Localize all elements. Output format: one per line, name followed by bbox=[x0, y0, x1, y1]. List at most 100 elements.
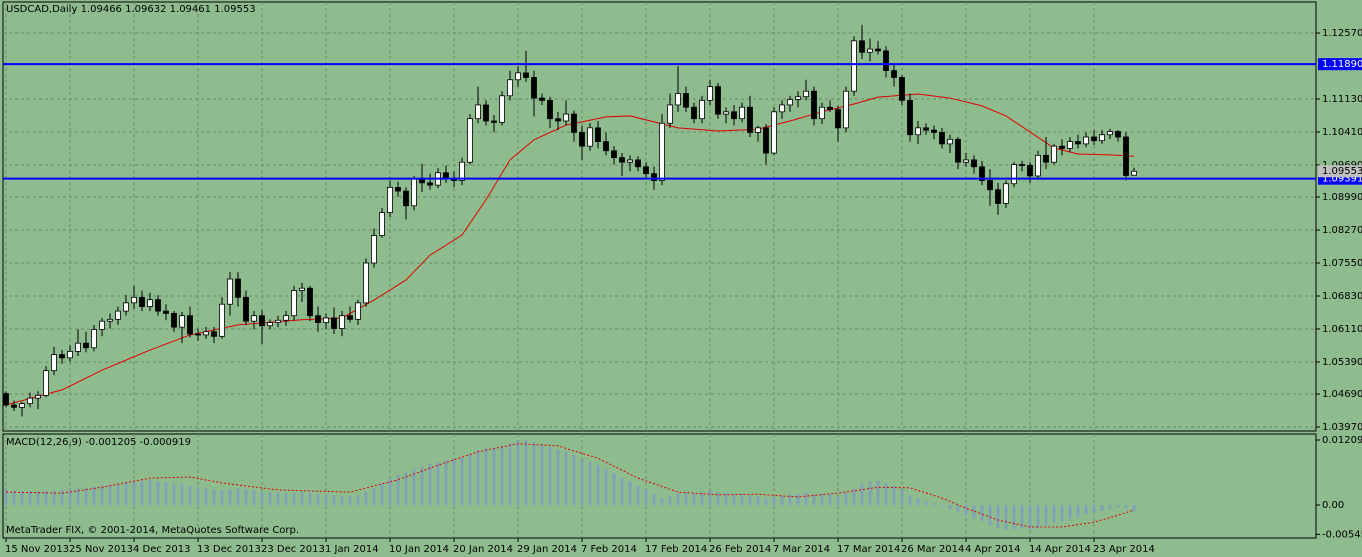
macd-bar bbox=[340, 495, 344, 505]
macd-bar bbox=[892, 485, 896, 505]
macd-bar bbox=[452, 459, 456, 505]
candle-body bbox=[299, 287, 305, 291]
macd-bar bbox=[524, 439, 528, 505]
signal-line bbox=[5, 443, 1135, 528]
candle-body bbox=[923, 127, 929, 131]
macd-bar bbox=[204, 488, 208, 505]
candle-body bbox=[539, 97, 545, 101]
macd-bar bbox=[836, 495, 840, 505]
macd-bar bbox=[1124, 504, 1128, 509]
macd-bar bbox=[1100, 504, 1104, 511]
macd-bar bbox=[388, 478, 392, 505]
macd-bar bbox=[1132, 504, 1136, 512]
candle-body bbox=[707, 86, 713, 101]
candle-body bbox=[11, 404, 17, 408]
macd-bar bbox=[428, 464, 432, 505]
macd-bar bbox=[756, 496, 760, 505]
macd-bar bbox=[44, 491, 48, 505]
macd-bar bbox=[156, 481, 160, 505]
y-tick-label: -0.005457 bbox=[1322, 529, 1362, 540]
macd-bar bbox=[980, 504, 984, 522]
macd-bar bbox=[12, 490, 16, 505]
candle-body bbox=[635, 159, 641, 168]
macd-panel bbox=[2, 433, 1317, 539]
macd-bar bbox=[308, 493, 312, 505]
candle-body bbox=[115, 310, 121, 320]
macd-bar bbox=[20, 491, 24, 505]
macd-bar bbox=[1044, 504, 1048, 526]
candle-body bbox=[403, 190, 409, 207]
macd-bar bbox=[764, 499, 768, 505]
candle-body bbox=[139, 296, 145, 307]
candle-body bbox=[819, 106, 825, 120]
macd-bar bbox=[1116, 504, 1120, 508]
candle-body bbox=[259, 315, 265, 327]
candle-body bbox=[291, 290, 297, 317]
candle-body bbox=[1027, 165, 1033, 177]
macd-bar bbox=[36, 491, 40, 505]
candle-body bbox=[491, 120, 497, 123]
candle-body bbox=[787, 99, 793, 106]
x-tick-label: 23 Apr 2014 bbox=[1093, 544, 1155, 555]
candle-body bbox=[1115, 131, 1121, 138]
candle-body bbox=[203, 331, 209, 336]
candle-body bbox=[987, 180, 993, 191]
macd-bar bbox=[1036, 504, 1040, 529]
y-tick-label: 1.03970 bbox=[1322, 422, 1362, 433]
candle-body bbox=[979, 166, 985, 181]
candle-body bbox=[963, 159, 969, 163]
candle-body bbox=[211, 331, 217, 337]
macd-bar bbox=[972, 504, 976, 518]
macd-bar bbox=[1052, 504, 1056, 523]
candle-body bbox=[75, 342, 81, 352]
candle-body bbox=[331, 317, 337, 329]
x-tick-label: 4 Apr 2014 bbox=[965, 544, 1020, 555]
candle-body bbox=[219, 303, 225, 337]
high: 1.09632 bbox=[125, 4, 167, 15]
macd-bar bbox=[700, 492, 704, 505]
macd-bar bbox=[1028, 504, 1032, 530]
candle-body bbox=[515, 72, 521, 81]
candle-body bbox=[1123, 136, 1129, 176]
macd-bar bbox=[356, 495, 360, 505]
candle-body bbox=[251, 315, 257, 322]
candle-body bbox=[947, 138, 953, 145]
candle-body bbox=[395, 187, 401, 192]
close: 1.09553 bbox=[214, 4, 256, 15]
macd-bar bbox=[292, 492, 296, 505]
macd-bar bbox=[644, 489, 648, 505]
candle-body bbox=[875, 48, 881, 52]
macd-bar bbox=[28, 491, 32, 505]
macd-bar bbox=[868, 481, 872, 505]
macd-bar bbox=[1092, 504, 1096, 513]
macd-bar bbox=[140, 480, 144, 505]
candle-body bbox=[867, 48, 873, 53]
candle-body bbox=[347, 315, 353, 320]
y-tick-label: 1.04690 bbox=[1322, 389, 1362, 400]
candle-body bbox=[187, 315, 193, 335]
candle-body bbox=[859, 40, 865, 53]
macd-bar bbox=[668, 495, 672, 505]
candle-body bbox=[323, 317, 329, 323]
x-tick-label: 4 Dec 2013 bbox=[133, 544, 191, 555]
candle-body bbox=[643, 166, 649, 175]
macd-bar bbox=[84, 487, 88, 505]
macd-bar bbox=[716, 491, 720, 505]
candle-body bbox=[379, 212, 385, 236]
candle-body bbox=[803, 90, 809, 98]
macd-title: MACD(12,26,9) -0.001205 -0.000919 bbox=[6, 437, 191, 448]
candle-body bbox=[1059, 145, 1065, 149]
candle-body bbox=[555, 118, 561, 122]
candle-body bbox=[411, 178, 417, 207]
candle-body bbox=[731, 111, 737, 120]
candle-body bbox=[971, 159, 977, 168]
candle-body bbox=[563, 113, 569, 122]
y-tick-label: 1.06830 bbox=[1322, 291, 1362, 302]
candle-body bbox=[691, 106, 697, 120]
macd-bar bbox=[1108, 504, 1112, 510]
macd-bar bbox=[732, 493, 736, 505]
candle-body bbox=[915, 127, 921, 136]
macd-bar bbox=[844, 493, 848, 505]
macd-bar bbox=[316, 494, 320, 505]
macd-bar bbox=[932, 503, 936, 505]
